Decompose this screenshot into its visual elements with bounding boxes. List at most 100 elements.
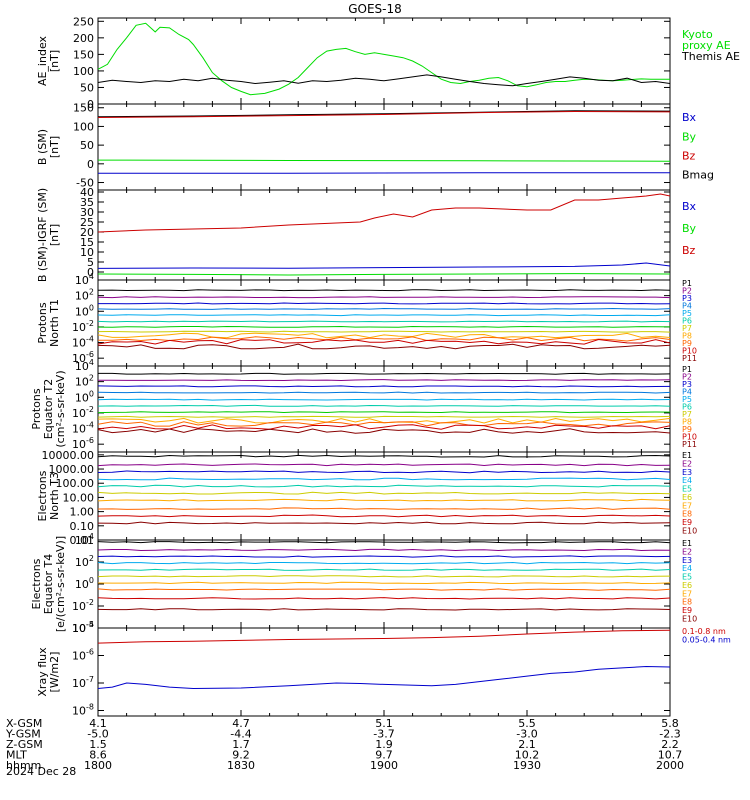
panel-data (98, 193, 670, 276)
channel-line (98, 379, 670, 382)
y-tick-label: 20 (80, 226, 94, 239)
y-axis-label: Protons (36, 302, 49, 343)
legend-entry: P5 (682, 395, 692, 404)
y-tick-label: 0 (87, 266, 94, 279)
panel-frame (97, 539, 671, 629)
y-axis-label: [nT] (48, 50, 61, 72)
panel-frame (97, 279, 671, 367)
channel-line (98, 555, 670, 558)
ephemeris-row-label: MLT (6, 749, 27, 762)
channel-line (98, 404, 670, 407)
legend-entry: E1 (682, 539, 692, 548)
legend-entry: E7 (682, 501, 692, 510)
channel-line (98, 568, 670, 571)
legend-entry: P10 (682, 346, 697, 355)
series-line-green (98, 159, 670, 162)
channel-line (98, 575, 670, 578)
legend-entry: E9 (682, 606, 692, 615)
ephemeris-value: -3.7 (373, 728, 394, 741)
y-axis-label: B (SM)-IGRF (SM) (36, 188, 49, 282)
panel-data (98, 22, 670, 96)
y-tick-label: 104 (75, 532, 94, 547)
channel-line (98, 463, 670, 467)
ephemeris-value: 5.5 (518, 717, 536, 730)
channel-line (98, 330, 670, 333)
channel-line (98, 372, 670, 375)
y-tick-label: 200 (73, 32, 94, 45)
legend-entry: E10 (682, 614, 697, 623)
y-axis-label: Protons (30, 388, 43, 429)
channel-line (98, 421, 670, 427)
y-tick-label: 102 (75, 374, 94, 389)
panel-data (98, 110, 670, 174)
panel-data (98, 454, 670, 525)
ephemeris-value: 5.8 (661, 717, 679, 730)
ephemeris-value: 1830 (227, 759, 255, 772)
legend-entry: Bz (682, 149, 696, 162)
panel-frame (97, 17, 671, 105)
legend-entry: E2 (682, 459, 692, 468)
legend-entry: P1 (682, 279, 692, 288)
series-line-red (98, 193, 670, 233)
y-axis-label: AE_index (36, 35, 49, 86)
ephemeris-value: -5.0 (87, 728, 108, 741)
y-tick-label: -50 (76, 177, 94, 190)
y-axis-label: B (SM) (36, 129, 49, 165)
ephemeris-row-label: Y-GSM (5, 728, 41, 741)
y-axis-label: Electrons (30, 558, 43, 609)
channel-line (98, 548, 670, 552)
legend-entry: 0.1-0.8 nm (682, 627, 726, 636)
legend-entry: E3 (682, 468, 692, 477)
channel-line (98, 343, 670, 350)
y-tick-label: 150 (73, 102, 94, 115)
legend-entry: By (682, 222, 697, 235)
legend-entry: P2 (682, 286, 692, 295)
channel-line (98, 581, 670, 585)
y-axis-label: North T3 (48, 472, 61, 520)
channel-line (98, 289, 670, 292)
y-tick-label: 50 (80, 81, 94, 94)
channel-line (98, 561, 670, 565)
channel-line (98, 588, 670, 591)
y-tick-label: 0.01 (70, 534, 95, 547)
legend-entry: 0.05-0.4 nm (682, 635, 731, 644)
series-line-green (98, 273, 670, 276)
ephemeris-value: 1930 (513, 759, 541, 772)
ephemeris-value: -4.4 (230, 728, 251, 741)
y-tick-label: 10000.00 (42, 449, 95, 462)
channel-line (98, 336, 670, 342)
y-axis-label: Equator T4 (42, 554, 55, 614)
legend-entry: P6 (682, 402, 692, 411)
series-line-blue (98, 665, 670, 690)
channel-line (98, 302, 670, 305)
ephemeris-value: 2.1 (518, 738, 536, 751)
legend-entry: E5 (682, 573, 692, 582)
y-tick-label: 100 (73, 65, 94, 78)
y-tick-label: 0.10 (70, 520, 95, 533)
ephemeris-row-label: Z-GSM (6, 738, 43, 751)
y-tick-label: 25 (80, 216, 94, 229)
legend-entry: E4 (682, 476, 692, 485)
y-tick-label: 10-2 (72, 319, 94, 334)
ephemeris-value: 1800 (84, 759, 112, 772)
legend-entry: P3 (682, 380, 692, 389)
y-tick-label: 102 (75, 554, 94, 569)
y-tick-label: 10-2 (72, 405, 94, 420)
panel-2: 150 100 50 0 -50 B (SM) [nT] Bx By Bz Bmag (36, 102, 714, 191)
legend-entry: P7 (682, 324, 692, 333)
series-line-red (98, 629, 670, 644)
ephemeris-value: 2.2 (661, 738, 679, 751)
y-axis-label: Electrons (36, 470, 49, 521)
channel-line (98, 325, 670, 328)
y-tick-label: 104 (75, 358, 94, 373)
ephemeris-value: 5.1 (375, 717, 393, 730)
y-tick-label: 10 (80, 246, 94, 259)
legend-entry: Kyoto (682, 28, 713, 41)
y-tick-label: 150 (73, 48, 94, 61)
legend-entry: E9 (682, 518, 692, 527)
ephemeris-value: 1.9 (375, 738, 393, 751)
